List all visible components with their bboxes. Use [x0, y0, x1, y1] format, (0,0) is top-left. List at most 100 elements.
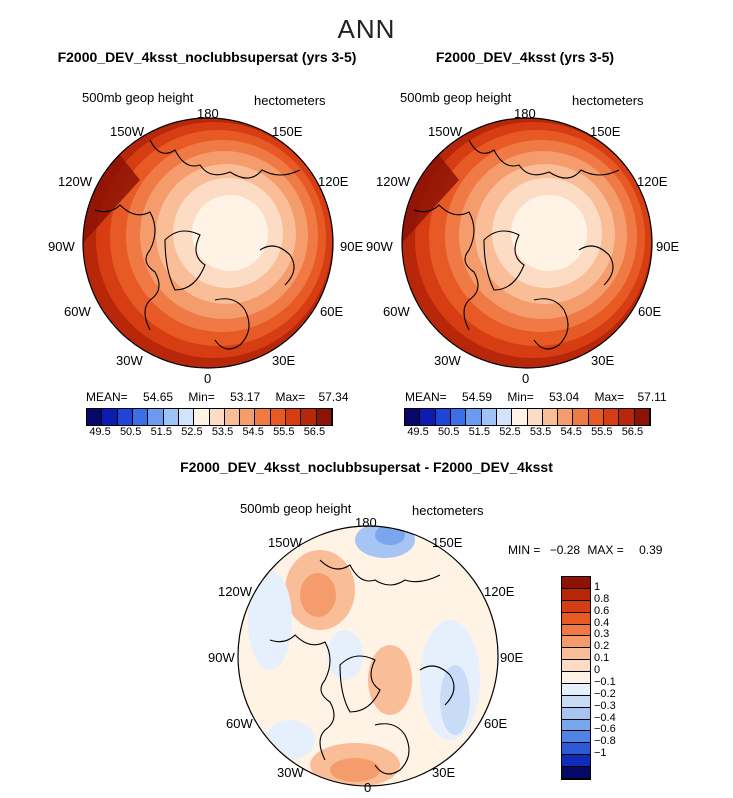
lon-label: 0: [364, 780, 372, 795]
colorbar-tick-label: 49.5: [89, 426, 111, 438]
units-label-diff: hectometers: [412, 503, 484, 518]
colorbar-tick-label: −0.1: [594, 675, 616, 688]
colorbar-tick-label: 55.5: [273, 426, 295, 438]
mean-value: 54.65: [143, 390, 174, 404]
panel-title-diff: F2000_DEV_4ksst_noclubbsupersat - F2000_…: [180, 459, 553, 475]
lon-label: 90E: [500, 650, 524, 665]
colorbar-swatch: [562, 636, 590, 649]
lon-label: 120W: [218, 584, 252, 599]
colorbar-tick-label: 56.5: [303, 426, 326, 438]
units-label-right: hectometers: [572, 93, 644, 108]
colorbar-swatch: [562, 743, 590, 756]
colorbar-swatch: [316, 409, 332, 425]
lon-label: 120E: [637, 174, 668, 189]
field-label-right: 500mb geop height: [400, 90, 512, 105]
colorbar-tick-label: 0.1: [594, 652, 610, 665]
min-value: 53.17: [230, 390, 261, 404]
lon-label: 90W: [366, 239, 393, 254]
colorbar-swatch: [558, 409, 574, 425]
colorbar-swatch: [301, 409, 317, 425]
lon-label: 0: [522, 371, 530, 386]
panel-title-right: F2000_DEV_4ksst (yrs 3-5): [435, 49, 615, 65]
map-left-coastlines: [94, 139, 301, 350]
lon-label: 30W: [434, 353, 461, 368]
colorbar-swatch: [562, 624, 590, 637]
lon-label: 30E: [272, 353, 296, 368]
colorbar-swatch: [562, 683, 590, 696]
colorbar-swatch: [270, 409, 287, 425]
colorbar-tick-label: 0.8: [594, 592, 610, 605]
colorbar-swatch: [562, 707, 590, 720]
lon-label: 180: [197, 106, 219, 121]
colorbar-swatch: [542, 409, 559, 425]
colorbar-swatch: [562, 600, 590, 613]
colorbar-swatch: [562, 612, 590, 625]
colorbar-swatch: [588, 409, 605, 425]
colorbar-right-ticks: 49.5 50.5 51.5 52.5 53.5 54.5 55.5 56.5: [404, 426, 649, 440]
colorbar-diff-ticks: 1 0.8 0.6 0.4 0.3 0.2 0.1 0 −0.1 −0.2 −0.3 −0.4 −0.6…: [594, 576, 634, 778]
colorbar-swatch: [466, 409, 482, 425]
colorbar-swatch: [286, 409, 302, 425]
colorbar-swatch: [512, 409, 528, 425]
colorbar-swatch: [562, 719, 590, 732]
colorbar-tick-label: 50.5: [437, 426, 460, 438]
colorbar-swatch: [405, 409, 421, 425]
colorbar-tick-label: 55.5: [591, 426, 613, 438]
lon-label: 30W: [277, 765, 304, 780]
lon-label: 60E: [484, 716, 508, 731]
colorbar-tick-label: −0.6: [594, 723, 616, 736]
max-value: 0.39: [639, 543, 663, 557]
lon-label: 150E: [272, 124, 303, 139]
lon-label: 180: [514, 106, 536, 121]
colorbar-swatch: [148, 409, 164, 425]
colorbar-swatch: [527, 409, 543, 425]
lon-label: 150E: [432, 535, 463, 550]
colorbar-tick-label: 0.3: [594, 628, 610, 641]
lon-label: 120W: [376, 174, 410, 189]
colorbar-swatch: [562, 577, 590, 589]
max-label: Max=: [275, 390, 306, 404]
field-label-left: 500mb geop height: [82, 90, 194, 105]
colorbar-swatch: [163, 409, 179, 425]
colorbar-swatch: [634, 409, 650, 425]
colorbar-tick-label: 51.5: [468, 426, 490, 438]
colorbar-swatch: [87, 409, 103, 425]
lon-label: 120E: [484, 584, 515, 599]
panel-title-left: F2000_DEV_4ksst_noclubbsupersat (yrs 3-5…: [57, 49, 357, 65]
colorbar-swatch: [102, 409, 118, 425]
mean-value: 54.59: [462, 390, 493, 404]
colorbar-swatch: [117, 409, 133, 425]
lon-label: 60W: [226, 716, 253, 731]
stats-diff: MIN = −0.28 MAX = 0.39: [508, 543, 662, 557]
colorbar-swatch: [562, 672, 590, 684]
lon-label: 90E: [656, 239, 680, 254]
colorbar-tick-label: 0: [594, 664, 601, 677]
colorbar-swatch: [224, 409, 241, 425]
lon-label: 90W: [208, 650, 235, 665]
colorbar-tick-label: −0.2: [594, 687, 616, 700]
min-label: Min=: [507, 390, 534, 404]
colorbar-swatch: [604, 409, 620, 425]
colorbar-swatch: [573, 409, 589, 425]
page-title: ANN: [337, 14, 396, 44]
colorbar-left: [86, 408, 333, 426]
colorbar-tick-label: 1: [594, 580, 601, 593]
colorbar-swatch: [496, 409, 513, 425]
colorbar-swatch: [435, 409, 451, 425]
colorbar-tick-label: −0.3: [594, 699, 616, 712]
colorbar-swatch: [619, 409, 635, 425]
colorbar-tick-label: 0.6: [594, 604, 610, 617]
stats-right: MEAN= 54.59 Min= 53.04 Max= 57.11: [405, 390, 667, 404]
colorbar-swatch: [562, 648, 590, 661]
max-label: MAX =: [587, 543, 624, 557]
min-label: MIN =: [508, 543, 541, 557]
colorbar-swatch: [562, 660, 590, 672]
lon-label: 60E: [320, 304, 344, 319]
colorbar-swatch: [255, 409, 271, 425]
colorbar-swatch: [562, 755, 590, 767]
lon-label: 150W: [110, 124, 144, 139]
colorbar-swatch: [420, 409, 436, 425]
lon-label: 120W: [58, 174, 92, 189]
colorbar-swatch: [481, 409, 497, 425]
colorbar-tick-label: 0.2: [594, 640, 610, 653]
